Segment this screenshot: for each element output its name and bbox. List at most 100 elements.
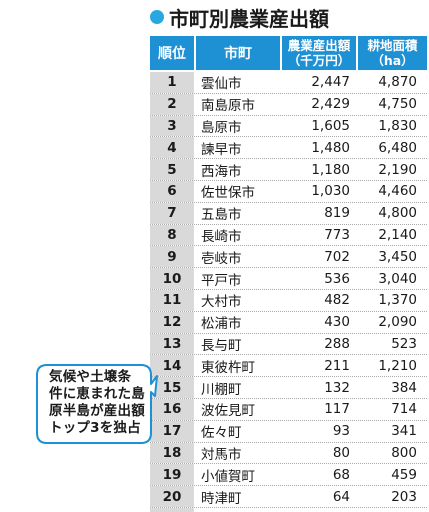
area-cell: 3,450 [378, 248, 417, 265]
area-cell: 2,090 [378, 314, 417, 331]
city-cell: 島原市 [201, 119, 242, 136]
output-cell: 819 [324, 205, 350, 222]
agri-output-table: 順位 市町 農業産出額 （千万円） 耕地面積 （ha） 1 雲仙市 2,447 4,8… [150, 36, 427, 512]
area-cell: 341 [391, 423, 417, 440]
output-cell: 1,180 [311, 161, 350, 178]
rank-cell: 20 [150, 486, 196, 507]
table-row: 7 五島市 819 4,800 [150, 202, 427, 225]
area-cell: 4,750 [378, 96, 417, 113]
table-row: 8 長崎市 773 2,140 [150, 224, 427, 247]
output-cell: 211 [324, 357, 350, 374]
output-cell: 1,030 [311, 183, 350, 200]
area-cell: 1,830 [378, 117, 417, 134]
table-row: 3 島原市 1,605 1,830 [150, 115, 427, 138]
output-cell: 702 [324, 248, 350, 265]
table-row: 17 佐々町 93 341 [150, 420, 427, 443]
rank-cell: 19 [150, 464, 196, 486]
city-cell: 小値賀町 [201, 468, 255, 485]
city-cell: 川棚町 [201, 381, 242, 398]
rank-cell: 9 [150, 246, 196, 268]
bullet-dot-icon [150, 10, 164, 24]
output-cell: 1,480 [311, 139, 350, 156]
table-row: 20 時津町 64 203 [150, 486, 427, 508]
rank-cell: 7 [150, 202, 196, 224]
header-rank: 順位 [150, 36, 196, 70]
area-cell: 459 [391, 466, 417, 483]
table-row: 19 小値賀町 68 459 [150, 464, 427, 487]
callout-text: 気候や土壌条 件に恵まれた島 原半島が産出額 トップ3を独占 [49, 369, 153, 437]
table-row: 12 松浦市 430 2,090 [150, 311, 427, 334]
area-cell: 1,370 [378, 292, 417, 309]
output-cell: 64 [332, 488, 350, 505]
output-cell: 288 [324, 335, 350, 352]
table-row: 18 対馬市 80 800 [150, 442, 427, 465]
city-cell: 波佐見町 [201, 403, 255, 420]
table-row: 4 諫早市 1,480 6,480 [150, 137, 427, 160]
area-cell: 1,210 [378, 357, 417, 374]
header-output-line2: （千万円） [287, 53, 351, 68]
output-cell: 430 [324, 314, 350, 331]
rank-cell: 15 [150, 377, 196, 398]
rank-cell: 5 [150, 159, 196, 180]
city-cell: 平戸市 [201, 272, 242, 289]
header-output: 農業産出額 （千万円） [282, 36, 358, 70]
city-cell: 南島原市 [201, 98, 255, 115]
city-cell: 佐々町 [201, 425, 242, 442]
callout-line: 原半島が産出額 [49, 403, 145, 419]
callout-bubble: 気候や土壌条 件に恵まれた島 原半島が産出額 トップ3を独占 [33, 362, 158, 446]
output-cell: 117 [324, 401, 350, 418]
area-cell: 203 [391, 488, 417, 505]
city-cell: 松浦市 [201, 316, 242, 333]
speech-bubble-icon [36, 364, 158, 444]
output-cell: 68 [332, 466, 350, 483]
table-row: 21新上五島町14196 [150, 507, 427, 512]
rank-cell: 2 [150, 93, 196, 115]
output-cell: 773 [324, 226, 350, 243]
title-text: 市町別農業産出額 [169, 6, 329, 31]
table-row: 1 雲仙市 2,447 4,870 [150, 72, 427, 94]
table-header: 順位 市町 農業産出額 （千万円） 耕地面積 （ha） [150, 36, 427, 72]
area-cell: 4,800 [378, 205, 417, 222]
table-row: 14 東彼杵町 211 1,210 [150, 355, 427, 378]
rank-cell: 1 [150, 72, 196, 93]
callout-line: 気候や土壌条 [49, 369, 132, 385]
area-cell: 2,140 [378, 226, 417, 243]
rank-cell: 16 [150, 398, 196, 420]
output-cell: 93 [332, 423, 350, 440]
table-row: 10 平戸市 536 3,040 [150, 268, 427, 290]
header-area-line2: （ha） [371, 53, 414, 68]
city-cell: 対馬市 [201, 446, 242, 463]
callout-line: トップ3を独占 [49, 420, 141, 436]
output-cell: 80 [332, 444, 350, 461]
city-cell: 大村市 [201, 294, 242, 311]
table-row: 2 南島原市 2,429 4,750 [150, 93, 427, 116]
city-cell: 壱岐市 [201, 250, 242, 267]
rank-cell: 14 [150, 355, 196, 377]
rank-cell: 12 [150, 311, 196, 333]
rank-cell: 21 [150, 507, 196, 512]
area-cell: 714 [391, 401, 417, 418]
city-cell: 西海市 [201, 163, 242, 180]
city-cell: 長与町 [201, 337, 242, 354]
rank-cell: 10 [150, 268, 196, 289]
output-cell: 2,429 [311, 96, 350, 113]
output-cell: 1,605 [311, 117, 350, 134]
rank-cell: 3 [150, 115, 196, 137]
area-cell: 4,870 [378, 74, 417, 91]
table-row: 9 壱岐市 702 3,450 [150, 246, 427, 269]
city-cell: 諫早市 [201, 141, 242, 158]
city-cell: 新上五島町 [196, 508, 282, 512]
city-cell: 雲仙市 [201, 76, 242, 93]
header-city: 市町 [196, 36, 282, 70]
rank-cell: 4 [150, 137, 196, 159]
rank-cell: 11 [150, 289, 196, 311]
table-row: 13 長与町 288 523 [150, 333, 427, 356]
output-cell: 132 [324, 379, 350, 396]
header-output-line1: 農業産出額 [287, 38, 351, 53]
header-area-line1: 耕地面積 [367, 38, 418, 53]
area-cell: 6,480 [378, 139, 417, 156]
city-cell: 五島市 [201, 207, 242, 224]
city-cell: 時津町 [201, 490, 242, 507]
output-cell: 2,447 [311, 74, 350, 91]
area-cell: 3,040 [378, 270, 417, 287]
